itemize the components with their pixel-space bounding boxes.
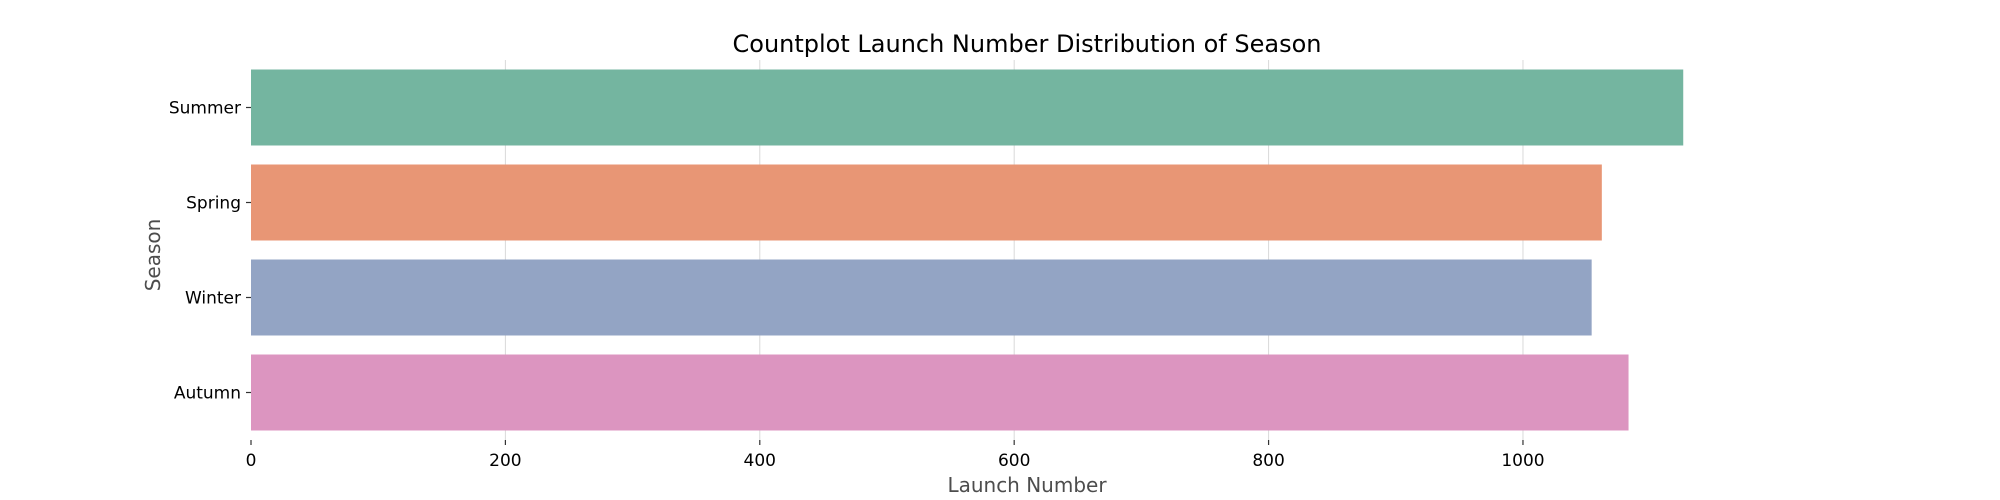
x-axis-label: Launch Number <box>947 473 1107 497</box>
y-tick-label: Summer <box>169 99 241 119</box>
bar-winter <box>251 259 1592 336</box>
chart-title: Countplot Launch Number Distribution of … <box>733 30 1322 58</box>
y-tick-label: Autumn <box>174 384 241 404</box>
x-tick-label: 200 <box>489 451 521 471</box>
bars <box>251 69 1684 431</box>
y-tick-label: Winter <box>185 289 241 309</box>
x-tick-label: 0 <box>246 451 257 471</box>
x-tick-label: 800 <box>1252 451 1284 471</box>
y-axis-label: Season <box>141 219 165 292</box>
x-tick-label: 1000 <box>1501 451 1544 471</box>
y-axis-ticks: Summer Spring Winter Autumn <box>169 99 251 404</box>
bar-autumn <box>251 354 1629 431</box>
bar-summer <box>251 69 1684 146</box>
y-tick-label: Spring <box>186 194 241 214</box>
x-tick-label: 600 <box>998 451 1030 471</box>
x-tick-label: 400 <box>744 451 776 471</box>
bar-spring <box>251 164 1602 241</box>
x-axis-ticks: 0 200 400 600 800 1000 <box>246 440 1545 471</box>
